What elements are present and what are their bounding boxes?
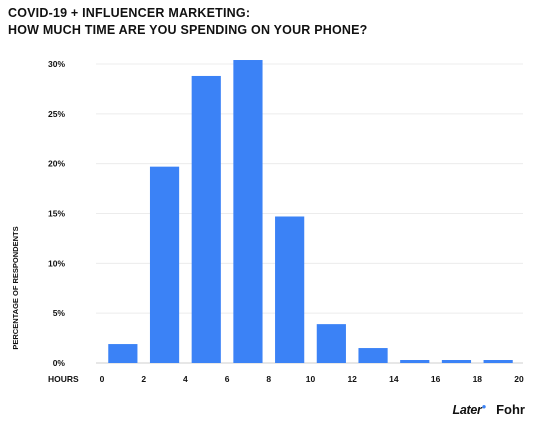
x-tick-labels: 0 2 4 6 8 10 12 14 16 18 20 <box>100 374 524 384</box>
bar <box>316 324 346 363</box>
x-axis-label: HOURS <box>48 374 79 384</box>
y-tick-label: 10% <box>48 258 65 268</box>
x-tick-label: 12 <box>347 374 357 384</box>
title-line-2: HOW MUCH TIME ARE YOU SPENDING ON YOUR P… <box>8 23 368 37</box>
x-tick-label: 20 <box>514 374 524 384</box>
bar <box>483 360 513 363</box>
bar <box>275 216 305 363</box>
x-tick-label: 0 <box>100 374 105 384</box>
x-tick-label: 6 <box>225 374 230 384</box>
y-tick-label: 5% <box>53 308 66 318</box>
x-tick-label: 4 <box>183 374 188 384</box>
y-tick-label: 20% <box>48 159 65 169</box>
chart-title: COVID-19 + INFLUENCER MARKETING: HOW MUC… <box>8 5 368 39</box>
y-tick-labels: 0% 5% 10% 15% 20% 25% 30% <box>48 59 65 368</box>
bar <box>400 360 430 363</box>
x-tick-label: 16 <box>431 374 441 384</box>
brand-logos: Later● Fohr <box>452 402 525 417</box>
y-tick-label: 15% <box>48 209 65 219</box>
bars <box>108 60 513 364</box>
x-tick-label: 2 <box>141 374 146 384</box>
y-tick-label: 30% <box>48 59 65 69</box>
x-tick-label: 10 <box>306 374 316 384</box>
bar <box>233 60 263 363</box>
bar <box>358 348 388 363</box>
y-tick-label: 0% <box>53 358 66 368</box>
x-tick-label: 18 <box>473 374 483 384</box>
x-tick-label: 8 <box>266 374 271 384</box>
y-axis-label: PERCENTAGE OF RESPONDENTS <box>11 226 20 349</box>
bar <box>149 166 180 363</box>
bar <box>108 344 138 363</box>
fohr-logo: Fohr <box>496 402 525 418</box>
title-line-1: COVID-19 + INFLUENCER MARKETING: <box>8 6 251 20</box>
y-tick-label: 25% <box>48 109 65 119</box>
x-tick-label: 14 <box>389 374 399 384</box>
later-logo: Later● <box>452 402 487 418</box>
bar <box>441 360 472 363</box>
bar <box>191 75 221 364</box>
